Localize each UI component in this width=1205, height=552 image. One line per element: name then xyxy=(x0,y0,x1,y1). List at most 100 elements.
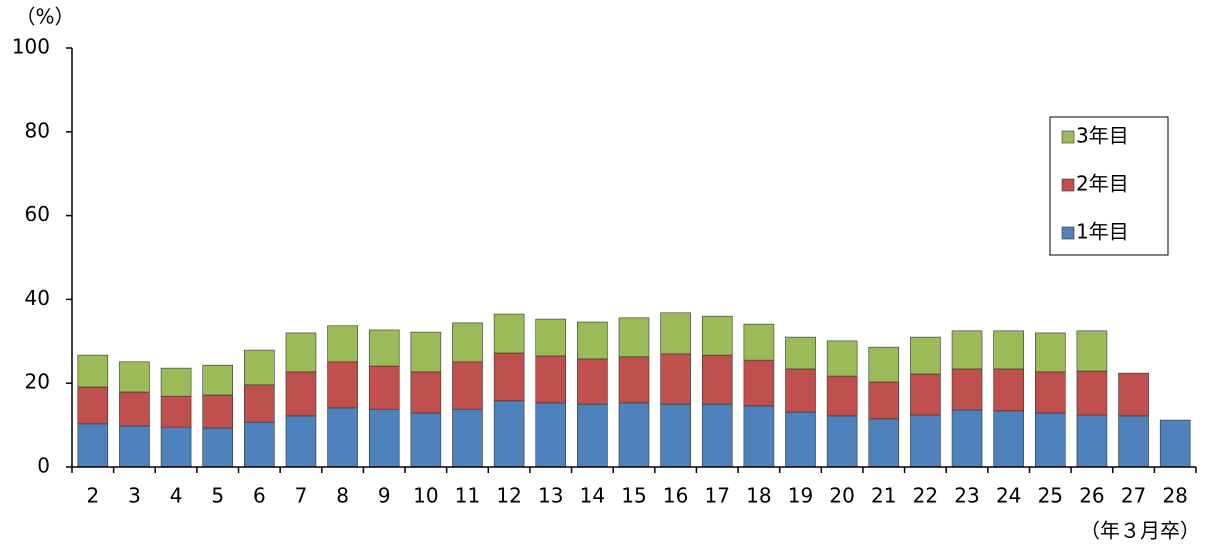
bar-segment xyxy=(77,354,109,388)
bar-segment xyxy=(868,346,900,383)
x-tick-label: 27 xyxy=(1121,484,1146,508)
x-tick-label: 3 xyxy=(128,484,141,508)
x-tick-label: 8 xyxy=(336,484,349,508)
bar-segment xyxy=(1034,332,1066,373)
legend-swatch xyxy=(1061,130,1075,144)
bar-segment xyxy=(285,371,317,417)
bar-segment xyxy=(77,423,109,468)
bar-segment xyxy=(77,386,109,425)
bar-segment xyxy=(910,336,941,375)
bar-segment xyxy=(202,394,234,429)
bar-segment xyxy=(826,375,858,417)
x-tick-label: 6 xyxy=(253,484,266,508)
bar-segment xyxy=(160,395,192,428)
bar-segment xyxy=(785,368,816,413)
bar-segment xyxy=(660,312,691,355)
bar-segment xyxy=(951,409,983,468)
bar-segment xyxy=(743,359,775,407)
x-tick-label: 17 xyxy=(705,484,730,508)
bar-segment xyxy=(410,371,442,414)
x-tick-label: 13 xyxy=(538,484,563,508)
bar-segment xyxy=(660,353,691,405)
bar-segment xyxy=(1076,370,1108,416)
x-tick-label: 11 xyxy=(455,484,480,508)
bar-segment xyxy=(993,410,1024,468)
x-tick-label: 14 xyxy=(580,484,605,508)
x-tick-label: 7 xyxy=(295,484,308,508)
bar-segment xyxy=(993,330,1024,370)
bar-segment xyxy=(160,367,192,397)
bar-segment xyxy=(1118,415,1149,468)
y-tick-label: 80 xyxy=(25,118,50,142)
x-tick-label: 24 xyxy=(996,484,1021,508)
bar-segment xyxy=(452,361,483,410)
x-tick-label: 23 xyxy=(954,484,979,508)
bar-segment xyxy=(327,407,358,468)
bar-segment xyxy=(493,313,525,354)
bar-segment xyxy=(910,414,941,468)
y-tick-label: 0 xyxy=(37,454,50,478)
bar-segment xyxy=(868,418,900,468)
bar-segment xyxy=(951,368,983,411)
bar-segment xyxy=(368,329,400,367)
x-tick-label: 5 xyxy=(211,484,224,508)
bar-segment xyxy=(285,415,317,468)
x-tick-label: 22 xyxy=(913,484,938,508)
bar-segment xyxy=(119,425,150,468)
x-tick-label: 25 xyxy=(1038,484,1063,508)
bar-segment xyxy=(535,402,567,468)
x-tick-label: 2 xyxy=(86,484,99,508)
bar-segment xyxy=(577,403,608,468)
bar-segment xyxy=(119,361,150,393)
y-unit-label: （%） xyxy=(15,5,74,29)
bar-segment xyxy=(368,408,400,468)
bar-segment xyxy=(493,352,525,402)
y-tick-label: 40 xyxy=(25,286,50,310)
bar-segment xyxy=(826,415,858,468)
legend-swatch xyxy=(1061,178,1075,192)
bar-segment xyxy=(244,421,275,468)
legend-label: 1年目 xyxy=(1076,220,1129,244)
bar-segment xyxy=(1076,330,1108,372)
bar-segment xyxy=(202,427,234,468)
bar-segment xyxy=(535,355,567,404)
bar-segment xyxy=(160,426,192,468)
bar-segment xyxy=(1118,372,1149,417)
bar-segment xyxy=(743,323,775,361)
legend-label: 2年目 xyxy=(1076,172,1129,196)
bar-segment xyxy=(743,405,775,468)
bar-segment xyxy=(327,325,358,363)
x-tick-label: 10 xyxy=(413,484,438,508)
x-tick-label: 21 xyxy=(871,484,896,508)
bar-segment xyxy=(1159,419,1191,468)
y-tick-label: 20 xyxy=(25,370,50,394)
x-tick-label: 12 xyxy=(496,484,521,508)
bar-segment xyxy=(701,403,733,468)
bar-segment xyxy=(618,356,650,404)
bar-segment xyxy=(868,381,900,420)
bar-segment xyxy=(535,318,567,357)
x-unit-label: （年３月卒） xyxy=(1080,519,1200,543)
bar-segment xyxy=(410,331,442,373)
bar-segment xyxy=(993,368,1024,412)
bar-segment xyxy=(826,340,858,377)
legend-swatch xyxy=(1061,226,1075,240)
x-tick-label: 4 xyxy=(170,484,183,508)
bar-segment xyxy=(368,365,400,410)
bar-segment xyxy=(410,412,442,468)
bar-segment xyxy=(1034,412,1066,468)
x-tick-label: 16 xyxy=(663,484,688,508)
bar-segment xyxy=(951,330,983,370)
bar-segment xyxy=(452,322,483,363)
bar-segment xyxy=(701,354,733,405)
bar-segment xyxy=(244,384,275,423)
bar-segment xyxy=(785,336,816,370)
bar-segment xyxy=(660,403,691,468)
bar-segment xyxy=(452,408,483,468)
bar-segment xyxy=(701,315,733,356)
x-tick-label: 9 xyxy=(378,484,391,508)
x-tick-label: 26 xyxy=(1079,484,1104,508)
bar-segment xyxy=(618,402,650,468)
x-tick-label: 15 xyxy=(621,484,646,508)
